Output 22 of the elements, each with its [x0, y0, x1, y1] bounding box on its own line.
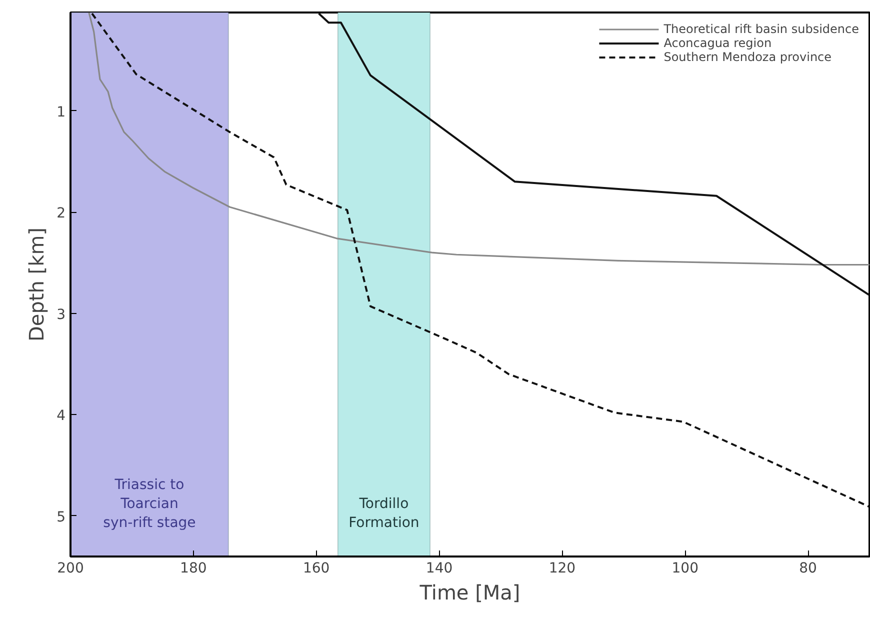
y-tick-label: 2 — [56, 206, 66, 222]
band-label: Tordillo Formation — [348, 496, 420, 532]
x-tick-label: 160 — [302, 560, 330, 576]
x-tick-label: 80 — [799, 560, 817, 576]
line-series — [318, 12, 870, 296]
y-tick-label: 5 — [56, 509, 66, 526]
line-series — [88, 12, 870, 266]
y-tick-label: 3 — [56, 306, 66, 323]
x-tick-label: 100 — [672, 560, 698, 576]
y-tick-label: 1 — [56, 104, 66, 120]
band-label: Triassic to Toarcian syn-rift stage — [103, 476, 196, 532]
x-tick-label: 180 — [180, 560, 207, 576]
legend-label: Theoretical rift basin subsidence — [664, 22, 859, 36]
x-tick-label: 200 — [57, 560, 84, 576]
legend-label: Southern Mendoza province — [664, 50, 832, 64]
line-series — [91, 12, 870, 508]
y-tick-label: 4 — [56, 408, 66, 424]
x-tick-label: 140 — [426, 560, 453, 576]
x-axis-title: Time [Ma] — [418, 580, 520, 604]
y-axis-title: Depth [km] — [24, 228, 49, 342]
x-tick-label: 120 — [548, 560, 576, 576]
legend-label: Aconcagua region — [664, 36, 772, 50]
